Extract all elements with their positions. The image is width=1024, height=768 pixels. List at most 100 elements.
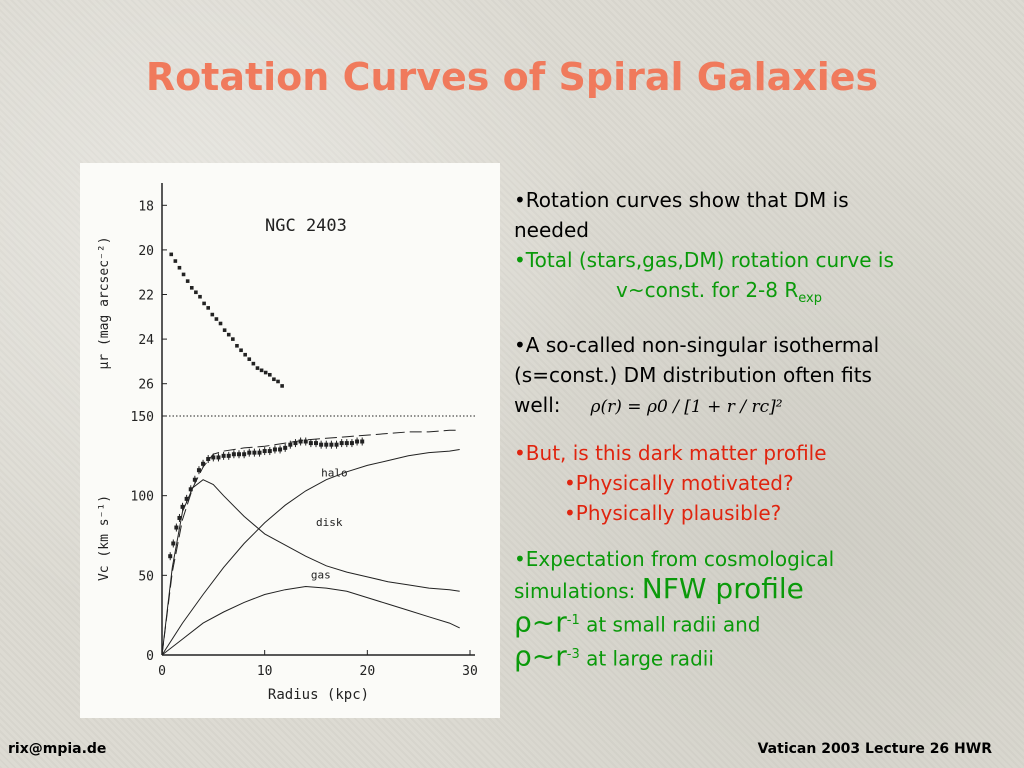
outer-text: at large radii (579, 646, 714, 671)
gas-curve (161, 585, 460, 656)
observed-point (349, 441, 354, 446)
observed-point (324, 442, 329, 447)
bullet-4-line-2: •Physically motivated? (564, 471, 794, 495)
observed-point (237, 452, 241, 457)
observed-point (174, 525, 179, 530)
brightness-point (177, 265, 182, 270)
brightness-point (202, 301, 206, 306)
bottom-y-tick-label: 100 (131, 490, 154, 505)
footer-email: rix@mpia.de (8, 741, 107, 757)
top-y-tick-label: 26 (138, 378, 154, 393)
top-y-axis-label: μr (mag arcsec⁻²) (97, 236, 112, 369)
observed-point (293, 441, 298, 446)
observed-point (252, 450, 257, 455)
bullet-3-text: well: (514, 393, 561, 417)
bottom-y-tick-label: 150 (131, 410, 154, 425)
disk-curve (161, 479, 460, 656)
x-tick-label: 20 (360, 664, 376, 679)
brightness-point (214, 317, 219, 321)
observed-point (257, 450, 262, 455)
observed-point (360, 439, 365, 444)
disk-label: disk (316, 516, 343, 529)
observed-point (278, 447, 283, 452)
top-y-tick-label: 22 (138, 289, 154, 304)
observed-point (344, 441, 349, 446)
brightness-point (189, 286, 194, 290)
inner-text: at small radii and (579, 612, 761, 637)
bullet-4-line-3: •Physically plausible? (564, 501, 782, 525)
observed-point (303, 439, 308, 444)
brightness-point (280, 384, 284, 388)
brightness-point (198, 294, 202, 299)
rho-symbol: ρ (514, 639, 532, 673)
isothermal-formula: ρ(r) = ρ0 / [1 + r / rc]² (590, 397, 783, 417)
observed-point (272, 447, 277, 452)
halo-curve (161, 449, 460, 656)
brightness-point (231, 337, 235, 341)
observed-point (180, 504, 185, 509)
bottom-y-axis-label: Vc (km s⁻¹) (97, 495, 112, 581)
rotation-curve-figure: 18 20 22 24 26 NGC 2403 μr (mag arcsec⁻²) 0 50 1… (80, 163, 500, 718)
observed-point (298, 439, 303, 444)
brightness-point (222, 328, 227, 332)
panel-title: NGC 2403 (265, 216, 347, 236)
brightness-point (194, 290, 198, 295)
observed-point (267, 449, 272, 454)
rho-symbol: ρ (514, 605, 532, 639)
observed-point (177, 515, 182, 520)
observed-point (231, 452, 236, 457)
bullet-4-line-1: •But, is this dark matter profile (514, 441, 827, 465)
bottom-y-tick-label: 50 (138, 569, 154, 584)
brightness-point (169, 252, 174, 257)
observed-point (262, 449, 267, 454)
brightness-point (218, 321, 223, 326)
observed-point (339, 441, 344, 446)
bullet-1-line-2: needed (514, 218, 589, 242)
brightness-point (239, 348, 243, 353)
observed-point (168, 554, 173, 559)
brightness-point (173, 259, 178, 263)
footer-lecture: Vatican 2003 Lecture 26 HWR (757, 741, 992, 757)
bullet-2-line-1: •Total (stars,gas,DM) rotation curve is (514, 248, 894, 272)
rotation-velocity-panel: 0 50 100 150 0 10 20 30 Radius (kpc) Vc (km s⁻¹) h… (97, 410, 478, 703)
brightness-point (181, 272, 186, 277)
observed-point (201, 461, 206, 466)
bullet-2-text: v~const. for 2-8 R (616, 278, 799, 302)
observed-point (206, 457, 211, 462)
observed-point (192, 477, 197, 482)
observed-point (355, 439, 360, 444)
observed-point (171, 541, 176, 546)
chart-svg: 18 20 22 24 26 NGC 2403 μr (mag arcsec⁻²) 0 50 1… (97, 183, 478, 703)
top-y-tick-label: 20 (138, 244, 154, 259)
x-tick-label: 10 (257, 664, 273, 679)
bullet-1-line-1: •Rotation curves show that DM is (514, 188, 849, 212)
bullet-3-line-3: well: ρ(r) = ρ0 / [1 + r / rc]² (514, 390, 1004, 422)
brightness-point (255, 366, 260, 370)
r-power-inner: ~r (531, 605, 567, 639)
brightness-point (235, 343, 239, 348)
x-tick-label: 30 (462, 664, 478, 679)
outer-exponent: -3 (566, 646, 580, 662)
brightness-point (226, 332, 231, 337)
brightness-point (206, 306, 210, 310)
bullet-list: •Rotation curves show that DM is needed … (514, 185, 1004, 673)
observed-point (329, 442, 334, 447)
bottom-y-tick-label: 0 (146, 649, 154, 664)
top-y-tick-label: 24 (138, 333, 154, 348)
bullet-5-line-1: •Expectation from cosmological (514, 547, 835, 571)
slide-title: Rotation Curves of Spiral Galaxies (145, 55, 879, 99)
observed-point (308, 441, 313, 446)
brightness-point (276, 379, 280, 384)
observed-point (211, 455, 216, 460)
brightness-point (243, 352, 247, 357)
surface-brightness-panel: 18 20 22 24 26 NGC 2403 μr (mag arcsec⁻²) (97, 183, 475, 417)
observed-point (314, 441, 318, 446)
inner-exponent: -1 (566, 613, 580, 628)
top-y-tick-label: 18 (138, 199, 154, 214)
r-power-outer: ~r (531, 639, 567, 673)
bullet-5-line-4: ρ~r-3 at large radii (514, 640, 1004, 674)
gas-label: gas (311, 569, 331, 582)
bullet-2-subscript: exp (798, 291, 822, 306)
bullet-5-line-3: ρ~r-1 at small radii and (514, 606, 1004, 640)
observed-point (334, 442, 339, 447)
